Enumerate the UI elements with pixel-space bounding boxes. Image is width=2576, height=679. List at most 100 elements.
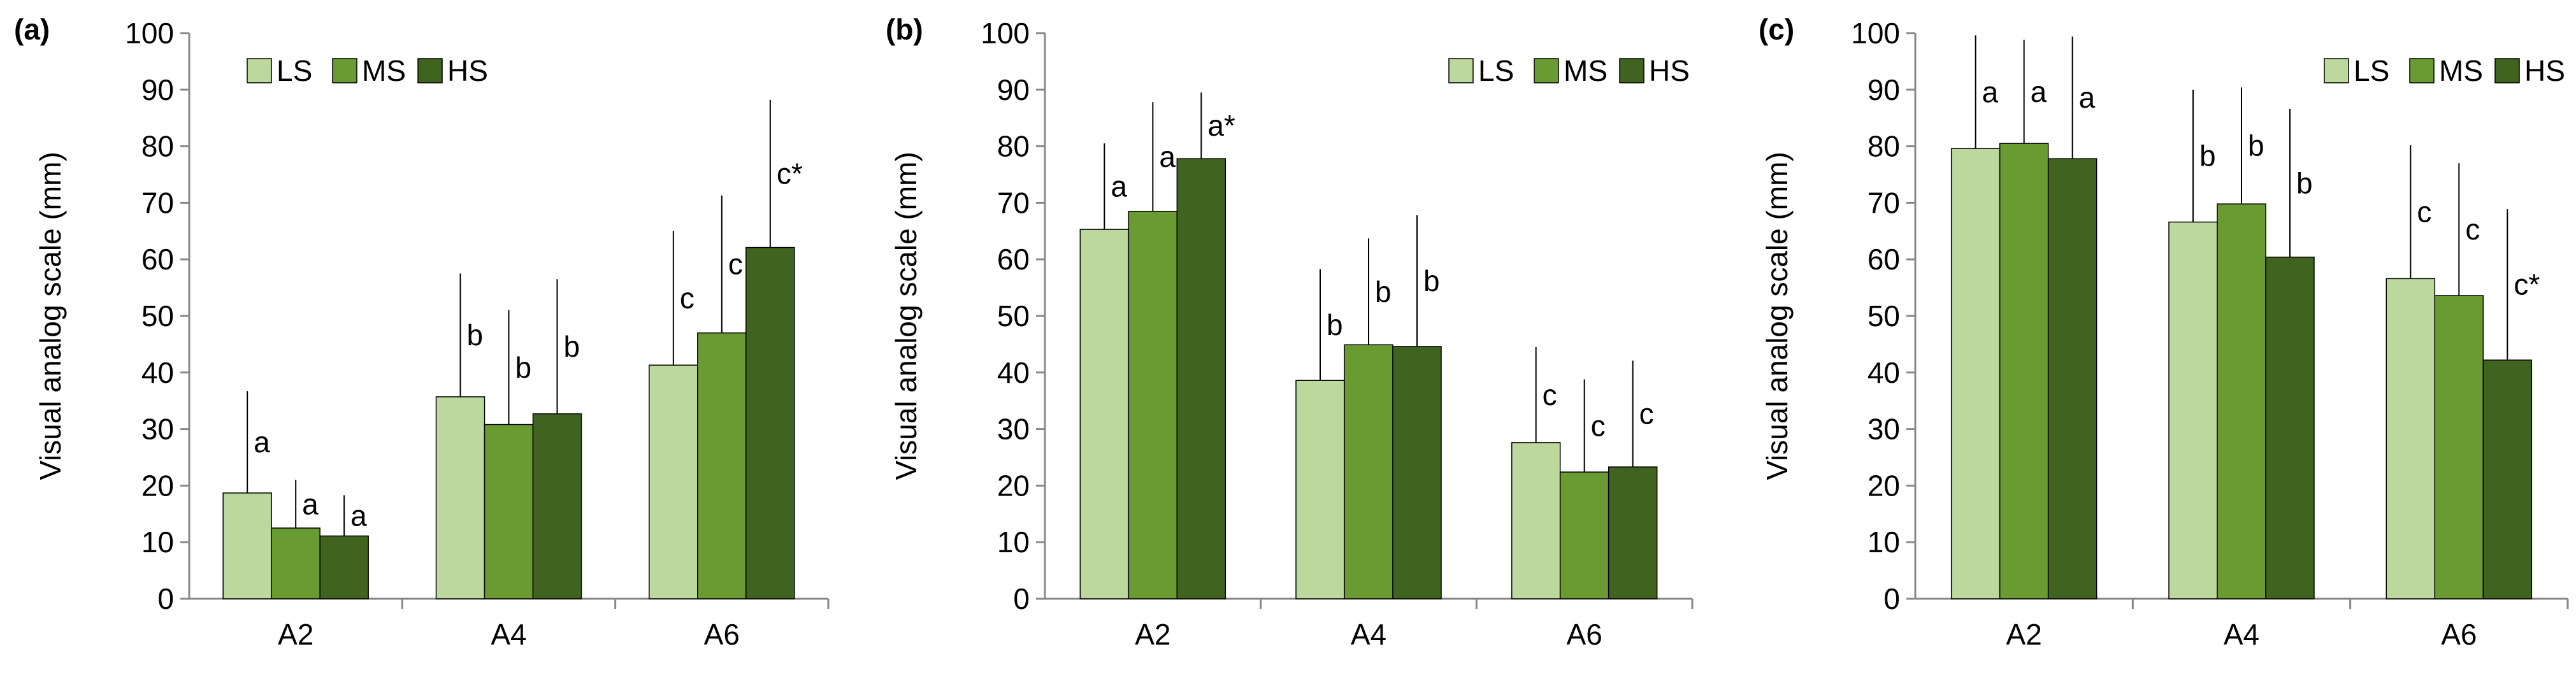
x-tick-label: A6 (2441, 618, 2477, 651)
y-tick-label: 100 (981, 17, 1030, 50)
legend-swatch-LS (1448, 58, 1474, 83)
significance-label: a (254, 425, 270, 459)
y-tick-label: 30 (997, 413, 1030, 446)
significance-label: b (1375, 275, 1392, 308)
y-tick-label: 50 (997, 299, 1030, 332)
x-tick-label: A4 (491, 618, 526, 651)
y-tick-label: 90 (141, 73, 174, 106)
bar-MS-A2 (271, 527, 320, 599)
legend-swatch-HS (2494, 58, 2520, 83)
legend: LS MS HS (2324, 54, 2565, 87)
y-tick-label: 70 (141, 186, 174, 219)
y-tick-label: 80 (997, 130, 1030, 163)
legend-swatch-HS (417, 58, 443, 83)
significance-label: c* (777, 157, 803, 190)
bar-HS-A4 (2265, 256, 2315, 599)
significance-label: a (1982, 75, 1999, 108)
y-tick-label: 0 (1013, 582, 1030, 615)
y-tick-label: 40 (141, 356, 174, 389)
panel-label: (c) (1759, 13, 1794, 46)
x-tick-label: A4 (1351, 618, 1386, 651)
y-tick-label: 80 (1867, 130, 1900, 163)
significance-label: a (302, 487, 319, 520)
y-tick-label: 50 (141, 299, 174, 332)
significance-label: b (2296, 166, 2313, 199)
legend-label-LS: LS (2354, 54, 2389, 87)
significance-label: c (2417, 196, 2431, 229)
legend-swatch-HS (1619, 58, 1644, 83)
bar-HS-A4 (532, 413, 582, 599)
y-tick-label: 100 (1851, 17, 1900, 50)
y-axis-title: Visual analog scale (mm) (34, 152, 67, 480)
legend: LS MS HS (247, 54, 488, 87)
y-tick-label: 10 (141, 525, 174, 559)
significance-label: b (467, 318, 484, 352)
y-axis-title: Visual analog scale (mm) (889, 152, 923, 480)
significance-label: a (2031, 75, 2047, 108)
bar-LS-A2 (1079, 229, 1130, 599)
y-tick-label: 60 (141, 243, 174, 276)
bar-MS-A6 (2434, 295, 2484, 599)
bar-MS-A6 (697, 332, 747, 599)
bar-HS-A6 (2482, 359, 2533, 599)
legend-swatch-LS (2324, 58, 2349, 83)
significance-label: c (1639, 397, 1654, 431)
y-axis-title: Visual analog scale (mm) (1760, 152, 1794, 480)
significance-label: b (1327, 308, 1343, 341)
legend-label-HS: HS (447, 54, 488, 87)
legend-swatch-MS (2409, 58, 2435, 83)
y-tick-label: 40 (1867, 356, 1900, 389)
x-tick-label: A2 (278, 618, 313, 651)
y-tick-label: 80 (141, 130, 174, 163)
chart-panel-2: (b) Visual analog scale (mm) 0 10 20 30 40 50 60… (886, 13, 1694, 651)
legend: LS MS HS (1448, 54, 1690, 87)
bar-LS-A2 (222, 492, 272, 599)
x-tick-label: A6 (1567, 618, 1602, 651)
bar-LS-A4 (2168, 221, 2218, 599)
bar-MS-A4 (2217, 203, 2266, 599)
significance-label: a (1159, 140, 1176, 173)
significance-label: c (1543, 378, 1557, 411)
bar-MS-A4 (1344, 344, 1393, 599)
bar-HS-A6 (1608, 466, 1658, 599)
significance-label: b (564, 330, 580, 363)
significance-label: c (2465, 213, 2480, 246)
y-tick-label: 10 (997, 525, 1030, 559)
legend-label-HS: HS (1649, 54, 1690, 87)
bar-LS-A4 (1295, 380, 1345, 599)
chart-panel-3: (c) Visual analog scale (mm) 0 10 20 30 40 50 60… (1759, 13, 2569, 651)
panel-label: (a) (14, 13, 50, 46)
y-tick-label: 60 (1867, 243, 1900, 276)
y-tick-label: 0 (1883, 582, 1900, 615)
bar-HS-A2 (319, 535, 369, 599)
x-tick-label: A2 (1135, 618, 1170, 651)
significance-label: a (350, 499, 367, 532)
y-tick-label: 60 (997, 243, 1030, 276)
x-tick-label: A6 (704, 618, 740, 651)
bar-LS-A6 (1511, 442, 1561, 599)
y-tick-label: 50 (1867, 299, 1900, 332)
bar-LS-A6 (2385, 278, 2436, 599)
legend-label-MS: MS (362, 54, 406, 87)
bar-MS-A6 (1559, 471, 1609, 599)
y-tick-label: 100 (125, 17, 174, 50)
significance-label: b (515, 351, 532, 384)
legend-swatch-MS (1534, 58, 1559, 83)
y-tick-label: 90 (997, 73, 1030, 106)
bar-LS-A6 (649, 364, 698, 599)
legend-swatch-LS (247, 58, 272, 83)
x-tick-label: A2 (2006, 618, 2042, 651)
y-tick-label: 30 (1867, 413, 1900, 446)
bar-HS-A2 (1176, 158, 1227, 599)
significance-label: b (1423, 264, 1440, 297)
significance-label: a* (1207, 109, 1235, 142)
legend-label-LS: LS (1478, 54, 1514, 87)
y-tick-label: 10 (1867, 525, 1900, 559)
y-tick-label: 20 (997, 469, 1030, 502)
y-tick-label: 40 (997, 356, 1030, 389)
bar-HS-A4 (1392, 346, 1442, 599)
significance-label: c (1591, 409, 1606, 442)
bar-MS-A2 (1999, 143, 2049, 599)
significance-label: a (2079, 81, 2096, 114)
